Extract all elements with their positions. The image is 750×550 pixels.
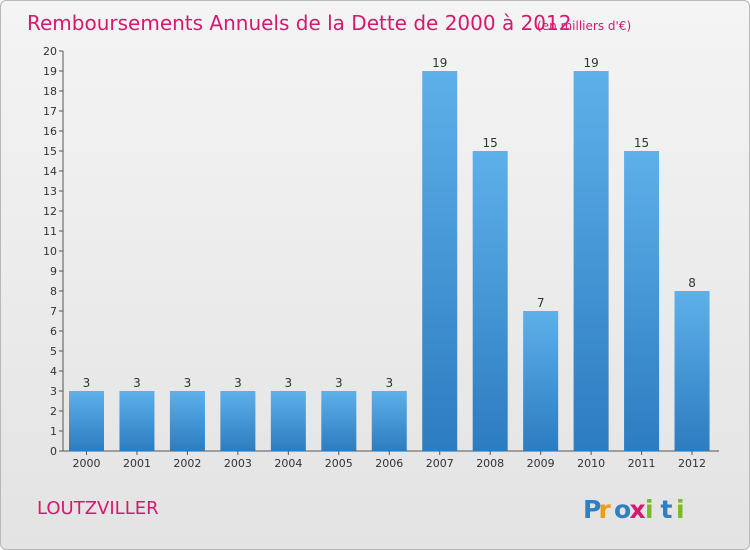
bar — [220, 391, 256, 451]
y-tick-label: 6 — [50, 325, 57, 338]
data-label: 15 — [634, 136, 649, 150]
y-tick-label: 16 — [43, 125, 57, 138]
bar — [169, 391, 205, 451]
logo-letter: t — [661, 495, 673, 524]
chart-title: Remboursements Annuels de la Dette de 20… — [27, 11, 571, 35]
proxiti-logo: Pr ox i t i — [583, 495, 685, 524]
data-label: 19 — [432, 56, 447, 70]
bar — [573, 71, 609, 451]
logo-letter: i — [676, 495, 685, 524]
bar — [371, 391, 407, 451]
commune-name: LOUTZVILLER — [37, 498, 159, 519]
data-label: 3 — [335, 376, 343, 390]
data-label: 19 — [583, 56, 598, 70]
y-tick-label: 10 — [43, 245, 57, 258]
x-tick-label: 2005 — [325, 457, 353, 470]
data-label: 15 — [483, 136, 498, 150]
logo-letter: r — [599, 495, 612, 524]
x-tick-label: 2010 — [577, 457, 605, 470]
y-tick-label: 5 — [50, 345, 57, 358]
bar — [523, 311, 559, 451]
data-label: 7 — [537, 296, 545, 310]
x-tick-label: 2000 — [73, 457, 101, 470]
data-label: 3 — [133, 376, 141, 390]
data-label: 3 — [184, 376, 192, 390]
x-tick-label: 2001 — [123, 457, 151, 470]
y-tick-label: 7 — [50, 305, 57, 318]
y-tick-label: 2 — [50, 405, 57, 418]
y-tick-label: 12 — [43, 205, 57, 218]
x-tick-label: 2006 — [375, 457, 403, 470]
data-label: 8 — [688, 276, 696, 290]
y-tick-label: 18 — [43, 85, 57, 98]
y-tick-label: 4 — [50, 365, 57, 378]
data-label: 3 — [285, 376, 293, 390]
bar — [69, 391, 104, 451]
y-tick-label: 9 — [50, 265, 57, 278]
x-tick-label: 2009 — [527, 457, 555, 470]
y-tick-label: 13 — [43, 185, 57, 198]
logo-letter: P — [583, 495, 601, 524]
logo-letter: o — [614, 495, 631, 524]
x-tick-label: 2004 — [274, 457, 302, 470]
x-tick-label: 2012 — [678, 457, 706, 470]
y-tick-label: 19 — [43, 65, 57, 78]
logo-letter: x — [630, 495, 646, 524]
bar — [422, 71, 458, 451]
x-tick-label: 2002 — [173, 457, 201, 470]
bar — [119, 391, 155, 451]
y-tick-label: 11 — [43, 225, 57, 238]
y-tick-label: 0 — [50, 445, 57, 458]
y-tick-label: 15 — [43, 145, 57, 158]
bar — [624, 151, 660, 451]
y-tick-label: 20 — [43, 45, 57, 58]
x-tick-label: 2011 — [628, 457, 656, 470]
y-tick-label: 1 — [50, 425, 57, 438]
y-tick-label: 3 — [50, 385, 57, 398]
bar — [674, 291, 710, 451]
bar — [270, 391, 306, 451]
bar — [321, 391, 357, 451]
bar — [472, 151, 508, 451]
y-tick-label: 17 — [43, 105, 57, 118]
data-label: 3 — [83, 376, 91, 390]
plot-area: 0123456789101112131415161718192020003200… — [43, 45, 719, 470]
chart-subtitle: (en milliers d'€) — [537, 19, 631, 33]
data-label: 3 — [234, 376, 242, 390]
x-tick-label: 2003 — [224, 457, 252, 470]
logo-letter: i — [645, 495, 654, 524]
y-tick-label: 8 — [50, 285, 57, 298]
data-label: 3 — [385, 376, 393, 390]
y-tick-label: 14 — [43, 165, 57, 178]
x-tick-label: 2007 — [426, 457, 454, 470]
x-tick-label: 2008 — [476, 457, 504, 470]
